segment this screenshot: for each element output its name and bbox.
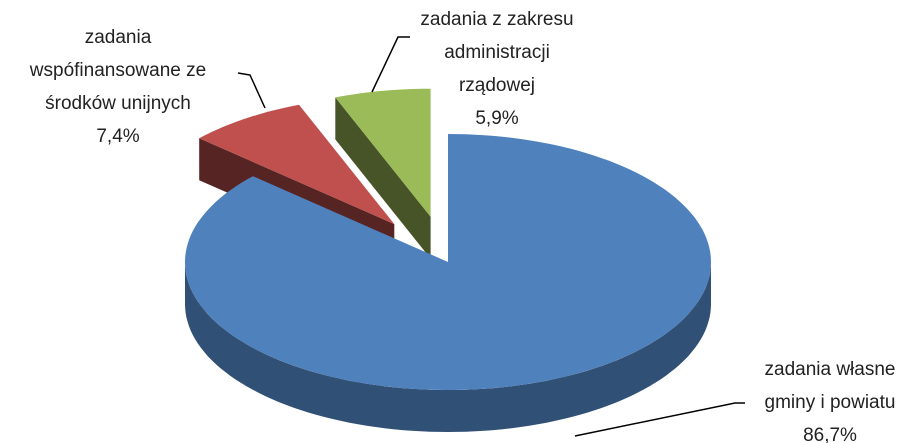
label-line: zadania (85, 27, 152, 48)
value-label: 7,4% (96, 126, 139, 147)
slice-label: zadania własne gminy i powiatu (765, 359, 896, 413)
value-label: 86,7% (803, 425, 857, 443)
label-line: rządowej (459, 75, 535, 96)
slice (199, 104, 395, 225)
label-line: środków unijnych (45, 93, 191, 114)
value-label: 5,9% (475, 108, 518, 129)
leader-line (237, 72, 266, 109)
label-line: administracji (444, 42, 550, 63)
label-line: zadania własne (765, 359, 896, 380)
label-line: gminy i powiatu (765, 392, 896, 413)
slice-face (335, 97, 431, 259)
leader-line (574, 402, 745, 437)
leader-line (371, 36, 410, 93)
slice (185, 134, 711, 390)
labels: zadania własne gminy i powiatu 86,7% zadani… (29, 9, 896, 443)
slice-label: zadania z zakresu administracji rządowej (420, 9, 573, 96)
slice (335, 88, 431, 217)
label-line: wspófinansowane ze (29, 60, 206, 81)
slice-side (185, 262, 711, 432)
pie (185, 88, 711, 432)
slice-label: zadania wspófinansowane ze środków unijnyc… (29, 27, 206, 114)
label-line: zadania z zakresu (420, 9, 573, 30)
